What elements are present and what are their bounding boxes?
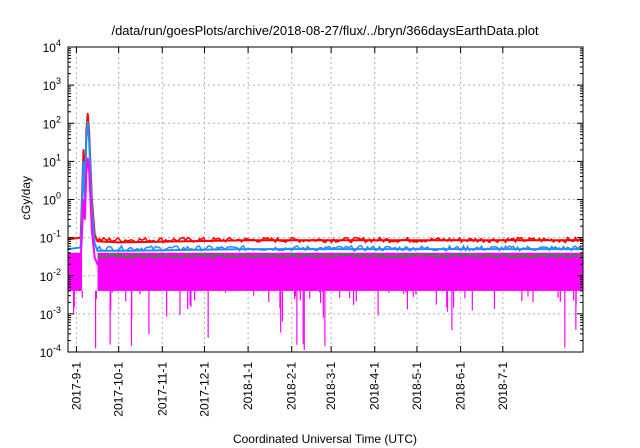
series-point bbox=[86, 157, 89, 160]
series-point bbox=[416, 248, 418, 250]
y-tick-label: 103 bbox=[43, 76, 61, 93]
series-point bbox=[93, 242, 96, 245]
series-point bbox=[96, 250, 99, 252]
x-tick-label: 2018-2-1 bbox=[285, 362, 299, 410]
series-point bbox=[96, 240, 99, 243]
series-point bbox=[247, 261, 249, 264]
series-point bbox=[86, 120, 89, 123]
series-point bbox=[86, 112, 89, 115]
x-tick-label: 2018-5-1 bbox=[410, 362, 424, 410]
series-point bbox=[85, 137, 88, 140]
series-point bbox=[117, 241, 120, 244]
series-point bbox=[84, 218, 86, 221]
x-tick-label: 2017-9-1 bbox=[69, 362, 83, 410]
series-point bbox=[82, 198, 85, 201]
variability-band bbox=[97, 252, 583, 291]
noise-green bbox=[97, 253, 582, 259]
series-point bbox=[79, 259, 82, 262]
series-line bbox=[67, 121, 583, 252]
y-tick-label: 102 bbox=[43, 114, 61, 131]
y-tick-label: 10-4 bbox=[40, 343, 61, 360]
axis-ticks: 10-4 10-3 10-2 10-1 100 101 102 103 104 2017-9-1 2… bbox=[40, 38, 583, 417]
x-tick-label: 2018-6-1 bbox=[454, 362, 468, 410]
y-tick-label: 10-2 bbox=[40, 267, 61, 284]
series-point bbox=[117, 250, 120, 252]
chart-title: /data/run/goesPlots/archive/2018-08-27/f… bbox=[111, 23, 538, 38]
x-tick-label: 2017-10-1 bbox=[112, 362, 126, 417]
y-tick-label: 10-3 bbox=[40, 305, 61, 322]
series-point bbox=[117, 263, 120, 266]
series-point bbox=[82, 149, 85, 151]
y-tick-label: 101 bbox=[43, 152, 61, 169]
series-point bbox=[247, 239, 249, 242]
series-point bbox=[416, 239, 418, 242]
y-tick-label: 100 bbox=[43, 191, 61, 208]
x-tick-label: 2018-4-1 bbox=[368, 362, 382, 410]
series-point bbox=[93, 256, 96, 259]
series-point bbox=[247, 248, 249, 250]
series-point bbox=[82, 160, 85, 163]
x-tick-label: 2017-12-1 bbox=[197, 362, 211, 417]
series-point bbox=[91, 230, 93, 232]
x-axis-label: Coordinated Universal Time (UTC) bbox=[233, 432, 417, 446]
data-series bbox=[67, 112, 584, 266]
series-point bbox=[416, 261, 418, 264]
series-point bbox=[89, 198, 92, 201]
y-tick-label: 104 bbox=[43, 38, 61, 55]
y-axis-label: cGy/day bbox=[19, 176, 33, 220]
x-tick-label: 2018-3-1 bbox=[324, 362, 338, 410]
y-tick-label: 10-1 bbox=[40, 229, 61, 246]
x-tick-label: 2018-1-1 bbox=[241, 362, 255, 410]
series-line bbox=[67, 113, 583, 244]
series-point bbox=[88, 169, 90, 171]
data-fill bbox=[68, 236, 583, 350]
x-tick-label: 2017-11-1 bbox=[155, 362, 169, 416]
x-tick-label: 2018-7-1 bbox=[496, 362, 510, 410]
series-point bbox=[96, 263, 99, 266]
series-point bbox=[85, 172, 88, 174]
series-point bbox=[88, 139, 90, 142]
grid-lines bbox=[68, 47, 583, 352]
